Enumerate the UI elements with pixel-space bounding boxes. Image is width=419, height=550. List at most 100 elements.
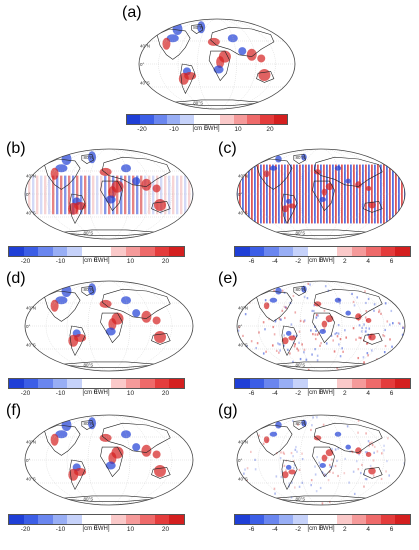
noise-cell (238, 367, 241, 371)
noise-cell (334, 332, 336, 336)
noise-cell (398, 322, 401, 325)
colorbar-segment (52, 379, 68, 388)
noise-cell (281, 309, 284, 312)
colorbar-segment (166, 115, 181, 124)
noise-cell (254, 285, 257, 288)
colorbar-segment (249, 515, 265, 524)
colorbar-segment (140, 247, 155, 256)
colorbar-segment (273, 115, 287, 124)
noise-cell (392, 322, 394, 325)
noise-cell (264, 328, 266, 331)
noise-cell (251, 418, 253, 422)
colorbar-segment (125, 247, 141, 256)
signal-anomaly (141, 178, 152, 191)
graticule-line (177, 19, 257, 109)
signal-anomaly (132, 443, 141, 452)
noise-cell (272, 325, 275, 329)
noise-cell (373, 303, 376, 306)
noise-cell (376, 450, 379, 453)
colorbar-tick-label: 0 (204, 125, 208, 132)
noise-cell (310, 329, 312, 332)
coastline (69, 325, 86, 357)
noise-cell (388, 474, 391, 477)
colorbar-tick-label: -4 (271, 390, 278, 397)
noise-cell (279, 457, 282, 460)
graticule-line (45, 415, 173, 505)
noise-cell (292, 466, 295, 470)
stripe (104, 175, 107, 215)
noise-cell (366, 342, 369, 345)
latitude-label: 80°S (296, 231, 306, 236)
signal-anomaly (166, 34, 179, 43)
colorbar-segment (140, 515, 155, 524)
noise-cell (306, 297, 309, 300)
signal-anomaly (263, 302, 270, 310)
noise-cell (294, 311, 297, 314)
signal-anomaly (111, 446, 124, 459)
latitude-label: 40°N (238, 306, 248, 311)
noise-cell (363, 473, 366, 476)
noise-cell (372, 474, 375, 477)
panel-label: (a) (122, 4, 142, 21)
colorbar-segment (111, 515, 126, 524)
latitude-label: 0° (238, 324, 243, 329)
noise-cell (384, 302, 387, 305)
signal-anomaly (319, 329, 326, 335)
noise-cell (363, 361, 365, 364)
noise-cell (275, 475, 278, 478)
colorbar-segment (293, 379, 308, 388)
noise-cell (255, 346, 257, 350)
noise-cell (404, 448, 405, 451)
colorbar-segment (52, 247, 68, 256)
noise-cell (378, 310, 380, 314)
noise-cell (384, 288, 387, 291)
coastline (293, 154, 307, 164)
colorbar-tick-label: 2 (343, 258, 347, 265)
noise-cell (352, 327, 355, 330)
latitude-label: 80°N (193, 25, 203, 30)
noise-cell (315, 313, 318, 317)
signal-anomaly (154, 199, 166, 212)
signal-anomaly (88, 417, 96, 430)
noise-cell (273, 487, 276, 490)
noise-cell (372, 459, 375, 462)
colorbar-segment (140, 115, 154, 124)
signal-anomaly (50, 299, 59, 312)
noise-cell (268, 285, 270, 288)
signal-anomaly (263, 436, 270, 444)
colorbar (234, 514, 411, 525)
colorbar (234, 378, 411, 389)
noise-cell (268, 317, 270, 321)
noise-cell (253, 289, 256, 292)
noise-cell (325, 342, 328, 345)
coastline (81, 420, 95, 430)
noise-cell (369, 442, 371, 445)
coastline (151, 467, 171, 479)
world-map: 80°N 40°N 0° 40°S 80°S (236, 148, 406, 240)
noise-cell (332, 339, 335, 342)
noise-cell (367, 297, 370, 301)
noise-cell (283, 334, 286, 337)
noise-cell (364, 330, 367, 333)
colorbar-segment (322, 515, 338, 524)
colorbar-segment (67, 247, 82, 256)
noise-cell (302, 320, 305, 323)
noise-cell (242, 334, 244, 338)
noise-cell (274, 492, 276, 495)
noise-cell (278, 351, 280, 354)
noise-cell (344, 457, 346, 460)
coastline (293, 420, 307, 430)
noise-cell (346, 425, 349, 428)
latitude-label: 80°S (84, 497, 94, 502)
noise-cell (388, 323, 391, 326)
noise-cell (388, 422, 391, 425)
colorbar-segment (380, 247, 396, 256)
noise-cell (262, 321, 265, 324)
stripe (335, 164, 337, 224)
noise-cell (334, 448, 337, 451)
noise-cell (364, 290, 366, 293)
colorbar-tick-label: -10 (169, 126, 179, 133)
noise-cell (280, 451, 282, 454)
colorbar-segment (96, 515, 112, 524)
colorbar-segment (264, 247, 279, 256)
